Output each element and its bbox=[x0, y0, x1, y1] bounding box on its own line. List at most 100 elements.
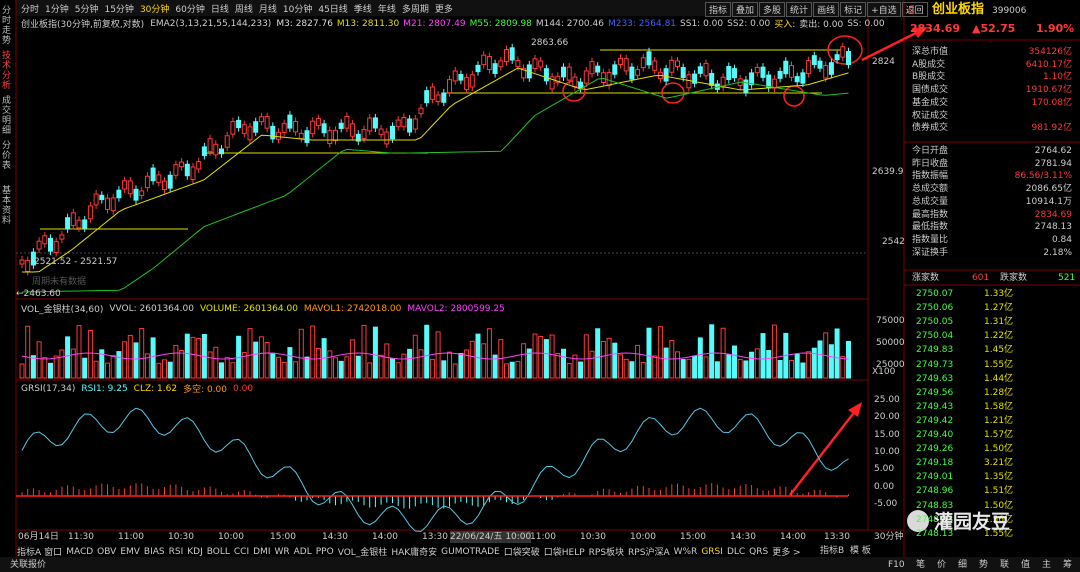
volume-bar bbox=[794, 353, 800, 379]
indicator-tab[interactable]: RSI bbox=[168, 546, 184, 557]
indicator-tab[interactable]: DLC bbox=[726, 546, 746, 557]
side-tab[interactable]: 分时走势 bbox=[2, 6, 12, 46]
candle-body bbox=[612, 64, 618, 75]
volume-bar bbox=[407, 348, 413, 379]
volume-bar bbox=[344, 356, 350, 379]
indicator-value: SS: 0.00 bbox=[847, 18, 885, 29]
volume-bar bbox=[241, 352, 247, 379]
indicator-tab[interactable]: ADL bbox=[293, 546, 312, 557]
candle-body bbox=[384, 131, 390, 145]
tool-tab[interactable]: 画线 bbox=[813, 2, 840, 17]
tool-tab[interactable]: 叠加 bbox=[732, 2, 759, 17]
volume-bar bbox=[53, 355, 59, 379]
status-tab: 势 bbox=[979, 560, 989, 570]
tool-tab[interactable]: 多股 bbox=[759, 2, 786, 17]
volume-bar bbox=[395, 362, 401, 379]
period-tab[interactable]: 多周期 bbox=[401, 5, 429, 15]
period-tab[interactable]: 60分钟 bbox=[175, 5, 205, 15]
volume-bar bbox=[355, 355, 361, 379]
period-tab[interactable]: 15分钟 bbox=[104, 5, 134, 15]
volume-bar bbox=[600, 340, 606, 379]
candle-body bbox=[732, 68, 737, 79]
candle-body bbox=[720, 76, 726, 88]
indicator-tab[interactable]: EMV bbox=[120, 546, 140, 557]
indicator-tab[interactable]: RPS板块 bbox=[588, 548, 625, 558]
grsi-axis-label: 20.00 bbox=[874, 412, 900, 423]
tool-tab[interactable]: 标记 bbox=[840, 2, 867, 17]
candle-body bbox=[207, 138, 213, 153]
indicator-tab[interactable]: W%R bbox=[673, 546, 698, 557]
candle-body bbox=[110, 197, 116, 212]
indicator-tab[interactable]: 口袋突破 bbox=[503, 548, 540, 558]
note: 周期未有数据 bbox=[32, 277, 87, 287]
indicator-tab[interactable]: DMI bbox=[253, 546, 271, 557]
period-tab[interactable]: 45日线 bbox=[318, 5, 348, 15]
candle-body bbox=[486, 55, 492, 70]
candle-body bbox=[600, 72, 606, 83]
tool-tab[interactable]: 返回 bbox=[901, 2, 928, 17]
tool-tab[interactable]: +自选 bbox=[867, 2, 901, 17]
indicator-tab[interactable]: KDJ bbox=[187, 546, 203, 557]
volume-bar bbox=[65, 336, 71, 379]
period-tab[interactable]: 5分钟 bbox=[74, 5, 99, 15]
period-tab[interactable]: 30分钟 bbox=[139, 5, 170, 15]
quote-pct: 1.90% bbox=[1036, 22, 1075, 35]
side-tab[interactable]: 技术分析 bbox=[2, 51, 12, 91]
indicator-tab[interactable]: PPO bbox=[315, 546, 334, 557]
tool-tab[interactable]: 统计 bbox=[786, 2, 813, 17]
indicator-tab[interactable]: MACD bbox=[66, 546, 94, 557]
indicator-tab[interactable]: OBV bbox=[97, 546, 117, 557]
grsi-value: GRSI(17,34) bbox=[21, 383, 76, 394]
period-tab[interactable]: 1分钟 bbox=[45, 5, 69, 15]
indicator-tab[interactable]: RPS沪深A bbox=[628, 548, 670, 558]
volume-bar bbox=[840, 355, 846, 379]
indicator-tab[interactable]: VOL_金银柱 bbox=[337, 548, 388, 558]
period-tab[interactable]: 10分钟 bbox=[282, 5, 313, 15]
tick-amount: 1.55亿 bbox=[984, 528, 1014, 539]
period-tab[interactable]: 日线 bbox=[210, 5, 229, 15]
side-tab[interactable]: 分价表 bbox=[2, 141, 12, 171]
candle-body bbox=[344, 115, 350, 129]
volume-bar bbox=[777, 360, 783, 379]
period-tab[interactable]: 更多 bbox=[434, 5, 453, 15]
candle-body bbox=[93, 193, 99, 206]
side-tab[interactable]: 基本资料 bbox=[2, 186, 12, 226]
indicator-tab[interactable]: 窗口 bbox=[44, 548, 63, 558]
indicator-tab[interactable]: GRSI bbox=[701, 546, 723, 557]
indicator-tab[interactable]: BIAS bbox=[143, 546, 165, 557]
tick-amount: 1.44亿 bbox=[984, 373, 1014, 384]
stat-label: 指数量比 bbox=[912, 234, 949, 245]
indicator-tab[interactable]: 口袋HELP bbox=[543, 548, 585, 558]
stat-value: 10914.1万 bbox=[1025, 196, 1072, 207]
indicator-tab[interactable]: 更多 > bbox=[772, 548, 801, 558]
period-tab[interactable]: 月线 bbox=[258, 5, 277, 15]
tool-tab[interactable]: 指标 bbox=[705, 2, 732, 17]
side-tab[interactable]: 成交明细 bbox=[2, 96, 12, 136]
tick-price: 2750.04 bbox=[916, 331, 954, 342]
volume-bar bbox=[150, 337, 156, 379]
candle-body bbox=[270, 125, 276, 140]
volume-bar bbox=[367, 362, 373, 379]
stat-value: 2781.94 bbox=[1034, 158, 1072, 169]
candle-body bbox=[566, 66, 572, 81]
stat-label: 权证成交 bbox=[912, 110, 949, 121]
volume-bar bbox=[258, 336, 264, 379]
period-tab[interactable]: 年线 bbox=[377, 5, 396, 15]
period-tab[interactable]: 周线 bbox=[234, 5, 253, 15]
volume-bar bbox=[82, 357, 88, 379]
indicator-tab[interactable]: WR bbox=[274, 546, 290, 557]
status-tab: 价 bbox=[937, 560, 947, 570]
volume-bar bbox=[521, 343, 527, 379]
indicator-tab[interactable]: QRS bbox=[749, 546, 769, 557]
stat-label: 最高指数 bbox=[912, 209, 949, 220]
price-axis-label: 2824 bbox=[872, 57, 895, 67]
stat-value: 86.56/3.11% bbox=[1014, 171, 1072, 182]
indicator-tab[interactable]: CCI bbox=[233, 546, 250, 557]
stat-label: B股成交 bbox=[912, 72, 946, 83]
period-tab[interactable]: 分时 bbox=[21, 5, 40, 15]
volume-bar bbox=[680, 359, 686, 379]
indicator-tab[interactable]: GUMOTRADE bbox=[441, 546, 500, 557]
period-tab[interactable]: 季线 bbox=[353, 5, 372, 15]
indicator-tab[interactable]: BOLL bbox=[206, 546, 230, 557]
indicator-tab[interactable]: HAK庸奇安 bbox=[391, 548, 438, 558]
